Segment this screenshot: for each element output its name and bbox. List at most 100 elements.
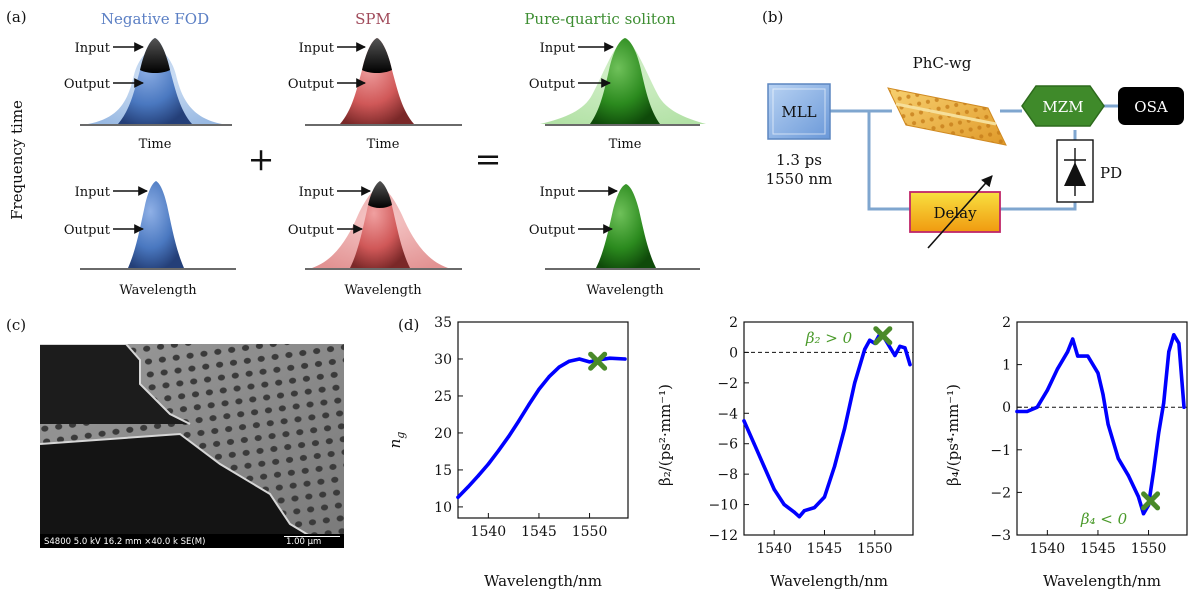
pqs-wl-label: Wavelength [586,283,664,298]
beta2-data-point [868,338,872,342]
fiber-paths [830,104,1118,211]
mll-spec-2: 1550 nm [766,170,833,188]
beta2-xtick-label: 1550 [857,541,893,557]
mzm-label: MZM [1042,98,1083,116]
ng-data-point [537,387,541,391]
tunable-arrow [927,175,993,249]
ng-series-line [456,356,627,500]
beta4-series-line [1015,333,1186,516]
ng-frame [457,321,629,519]
beta2-data-point [908,363,912,367]
beta2-data-point [853,381,857,385]
plot-ng-ylabel: ng [386,432,407,449]
beta2-data-point [863,347,867,351]
beta2-ytick-label: −10 [708,498,738,514]
ng-ytick-label: 30 [434,352,452,368]
ng-ytick-label: 25 [434,389,452,405]
panel-c-tag: (c) [6,316,26,334]
fod-time-output-label: Output [64,77,111,92]
osa-box [1118,87,1184,125]
beta4-data-point [1126,473,1130,477]
fod-wl-input-label: Input [75,185,111,200]
ng-data-point [557,365,561,369]
beta4-annotation: β₄ < 0 [1080,510,1128,528]
ng-data-point [577,357,582,361]
ng-data-point [506,435,511,439]
beta4-xtick-label: 1540 [1030,541,1066,557]
beta2-ytick-label: −6 [717,437,738,453]
spm-time-output-label: Output [288,77,335,92]
pulse-fod-wavelength [128,181,184,268]
beta2-data-point [893,353,897,358]
ng-data-point [527,403,531,407]
beta2-data-point [762,464,766,469]
beta4-ytick-label: −2 [990,485,1011,501]
title-pqs: Pure-quartic soliton [524,10,676,28]
beta4-data-point [1076,354,1080,358]
ng-marker [588,351,608,371]
sem-scale-bar [284,536,340,537]
beta4-data-point [1101,392,1105,397]
ng-data-point [517,419,521,423]
ng-data-point [567,359,571,363]
ng-ytick-label: 20 [434,426,452,442]
sem-image: S4800 5.0 kV 16.2 mm ×40.0 k SE(M) 1.00 … [40,344,344,548]
beta2-ytick-label: −8 [717,467,738,483]
sem-caption: S4800 5.0 kV 16.2 mm ×40.0 k SE(M) [44,537,206,547]
beta2-xtick-label: 1545 [807,541,843,557]
fod-wl-label: Wavelength [119,283,197,298]
plot-beta4: 1540 1545 1550 −3 −2 −1 0 1 2 [990,315,1188,557]
osa-label: OSA [1134,98,1168,116]
pulse-fod-time [88,38,222,124]
beta4-xtick-label: 1550 [1131,541,1167,557]
beta4-data-point [1045,388,1049,392]
pqs-wl-input-label: Input [540,185,576,200]
sem-scale: 1.00 μm [286,537,322,547]
beta4-data-point [1015,409,1019,414]
pulse-spm-wavelength [312,181,448,268]
spm-wl-output-label: Output [288,223,335,238]
plot-beta4-xlabel: Wavelength/nm [1043,572,1161,590]
title-negative-fod: Negative FOD [101,10,209,28]
pulse-pqs-wavelength [596,184,656,268]
beta4-data-point [1182,405,1186,409]
pqs-time-label: Time [609,137,642,152]
beta2-ytick-label: 0 [729,345,738,361]
delay-label: Delay [933,204,977,222]
beta2-marker [873,326,893,346]
beta4-xtick-label: 1545 [1080,541,1116,557]
beta2-xtick-label: 1540 [756,541,792,557]
spm-time-input-label: Input [299,41,335,56]
ng-data-point [587,360,592,364]
ng-xtick-label: 1545 [521,524,557,540]
beta4-marker [1141,491,1161,511]
spm-wl-label: Wavelength [344,283,422,298]
beta2-ytick-label: −2 [717,376,738,392]
plus-sign: + [248,140,275,178]
panel-a-tag: (a) [6,8,27,26]
spm-time-label: Time [367,137,400,152]
beta2-data-point [812,506,817,510]
pqs-wl-output-label: Output [529,223,576,238]
beta4-ytick-label: 1 [1002,358,1011,374]
ng-data-point [623,357,627,361]
beta2-data-point [822,495,827,499]
pqs-time-input-label: Input [540,41,576,56]
delay-box [909,191,1001,233]
beta2-data-point [772,487,776,491]
mll-box [767,83,831,140]
beta4-data-point [1136,495,1141,499]
ng-xtick-label: 1540 [471,524,507,540]
beta4-data-point [1141,512,1146,516]
beta2-data-point [832,464,837,469]
pulse-spm-time [340,38,414,124]
ng-data-point [456,495,460,499]
beta4-data-point [1035,405,1039,409]
beta4-data-point [1086,354,1090,358]
beta2-ytick-label: 2 [729,315,738,331]
ng-data-point [547,375,551,379]
plot-beta4-ylabel: β₄/(ps⁴·mm⁻¹) [944,384,962,486]
beta2-data-point [792,510,796,514]
ng-ytick-label: 10 [434,500,452,516]
